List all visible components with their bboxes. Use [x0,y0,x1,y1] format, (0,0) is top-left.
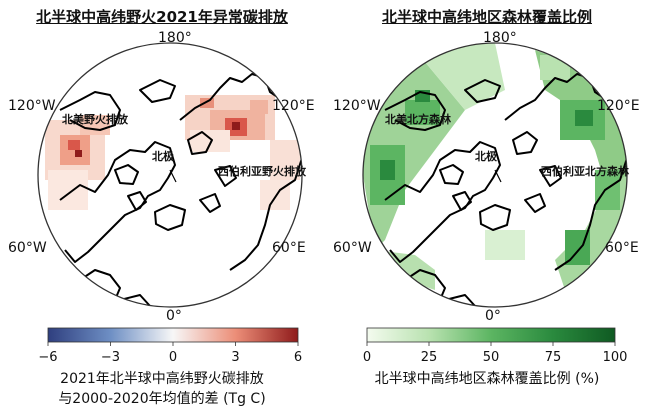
lon-label-180: 180° [158,30,192,46]
region-label-pole: 北极 [475,150,497,163]
map-border [37,42,303,308]
siberia-emission-patches [185,95,300,210]
forest-cover-panel: 北半球中高纬地区森林覆盖比例 [325,0,649,412]
lon-label-60w: 60°W [333,240,372,256]
colorbar-tick-label: 75 [545,350,562,365]
colorbar-tick-label: 100 [603,350,628,365]
panel-title: 北半球中高纬地区森林覆盖比例 [381,8,592,26]
colorbar-tick-label: 25 [421,350,438,365]
lon-label-60e: 60°E [605,240,639,256]
fire-emission-map [37,42,303,308]
lon-label-60e: 60°E [272,240,306,256]
lon-label-120w: 120°W [333,98,381,114]
colorbar-tick-label: 50 [483,350,500,365]
colorbar-tick-label: 0 [363,350,371,365]
lon-label-0: 0° [485,308,501,324]
region-label-north-america: 北美北方森林 [385,113,451,126]
colorbar: 0 25 50 75 100 [363,327,628,365]
lon-label-60w: 60°W [8,240,47,256]
lon-label-0: 0° [166,308,182,324]
colorbar-tick-label: −3 [101,350,120,365]
colorbar-gradient [47,327,299,343]
lon-label-180: 180° [483,30,517,46]
colorbar-title-line1: 2021年北半球中高纬野火碳排放 [60,371,264,387]
forest-cover-fill [363,43,627,290]
lon-label-120e: 120°E [597,98,640,114]
colorbar-tick-label: 6 [294,350,302,365]
colorbar-tick-marks [47,342,299,346]
region-label-siberia: 西伯利亚北方森林 [541,165,629,178]
region-label-pole: 北极 [152,150,174,163]
map-border [362,42,628,308]
lon-label-120e: 120°E [272,98,315,114]
colorbar-tick-label: 3 [231,350,239,365]
lon-label-120w: 120°W [8,98,56,114]
region-label-north-america: 北美野火排放 [62,113,128,126]
panel-title: 北半球中高纬野火2021年异常碳排放 [36,8,288,26]
pole-marker [169,169,177,183]
colorbar-tick-marks [366,342,616,346]
colorbar-tick-label: 0 [169,350,177,365]
forest-cover-map [362,42,628,308]
colorbar-title-line1: 北半球中高纬地区森林覆盖比例 (%) [374,371,600,387]
colorbar-title-line2: 与2000-2020年均值的差 (Tg C) [58,391,266,407]
region-label-siberia: 西伯利亚野火排放 [218,165,306,178]
colorbar-gradient [366,327,616,343]
fire-emission-panel: 北半球中高纬野火2021年异常碳排放 [0,0,324,412]
pole-marker [494,169,502,183]
colorbar-tick-label: −6 [38,350,57,365]
colorbar: −6 −3 0 3 6 [38,327,302,365]
